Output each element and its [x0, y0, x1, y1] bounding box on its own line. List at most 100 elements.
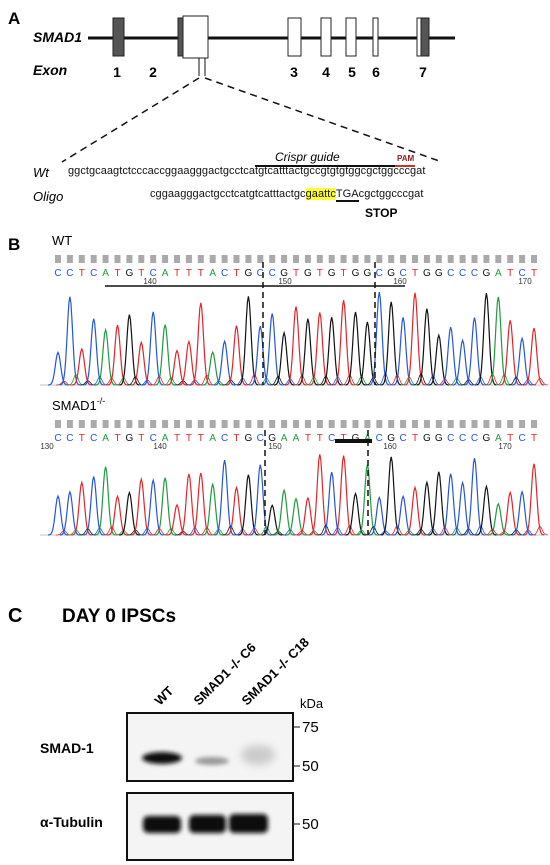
base-call: C — [399, 268, 406, 279]
quality-bar — [352, 255, 359, 263]
exon-number: 2 — [149, 64, 157, 80]
trace-noise — [103, 526, 120, 536]
base-call: T — [79, 433, 85, 444]
base-call: T — [174, 268, 180, 279]
trace-peak — [357, 321, 378, 386]
quality-bar — [483, 420, 490, 428]
trace-peak — [476, 293, 497, 386]
quality-bar — [412, 420, 418, 428]
trace-label: WT — [52, 233, 72, 248]
oligo-sequence: cggaagggactgcctcatgtcatttactgcgaattcTGAc… — [150, 188, 423, 202]
quality-bar — [316, 255, 323, 263]
trace-peak — [440, 473, 461, 536]
base-call: C — [150, 268, 157, 279]
trace-noise — [198, 374, 215, 386]
base-call: G — [423, 433, 431, 444]
trace-peak — [71, 347, 92, 386]
trace-peak — [428, 471, 449, 536]
exon-number: 1 — [113, 64, 121, 80]
quality-bar — [495, 420, 502, 428]
quality-bar — [209, 420, 216, 428]
quality-bar — [245, 255, 252, 263]
position-number: 160 — [383, 442, 397, 451]
trace-noise — [91, 376, 108, 386]
base-call: A — [495, 433, 502, 444]
trace-noise — [258, 526, 275, 536]
exon — [345, 17, 357, 57]
exon-number: 5 — [348, 64, 356, 80]
quality-bar — [352, 420, 359, 428]
band — [195, 757, 229, 765]
quality-bar — [281, 255, 288, 263]
trace-peak — [321, 471, 342, 536]
trace-peak — [47, 494, 69, 536]
base-call: C — [257, 433, 264, 444]
base-call: T — [174, 433, 180, 444]
quality-bar — [138, 420, 145, 428]
quality-bar — [412, 255, 418, 263]
trace-noise — [412, 373, 430, 386]
base-call: C — [90, 433, 97, 444]
position-number: 160 — [393, 277, 407, 286]
quality-bar — [66, 255, 73, 263]
trace-peak — [488, 502, 509, 536]
trace-peak — [274, 488, 295, 536]
quality-bar — [531, 255, 537, 263]
base-call: A — [209, 433, 216, 444]
base-call: C — [471, 268, 478, 279]
trace-peak — [488, 296, 509, 386]
quality-bar — [55, 255, 61, 263]
trace-peak — [273, 330, 295, 386]
base-call: G — [352, 268, 360, 279]
position-number: 150 — [268, 442, 282, 451]
exon — [420, 17, 430, 57]
base-call: T — [412, 268, 418, 279]
quality-bar — [328, 420, 335, 428]
trace-peak — [452, 480, 473, 536]
quality-bar — [221, 420, 228, 428]
quality-bar — [257, 420, 264, 428]
trace-peak — [202, 350, 223, 386]
base-call: A — [293, 433, 300, 444]
trace-peak — [512, 336, 533, 386]
base-call: G — [423, 268, 431, 279]
base-call: C — [447, 268, 454, 279]
trace-peak — [393, 317, 414, 386]
trace-peak — [166, 503, 188, 536]
quality-bar — [257, 255, 264, 263]
band — [142, 752, 182, 764]
base-call: T — [114, 433, 120, 444]
base-call: T — [233, 268, 239, 279]
quality-bar — [364, 255, 371, 263]
gene-name: SMAD1 — [33, 29, 82, 45]
trace-peak — [428, 333, 449, 386]
quality-bar — [519, 420, 526, 428]
base-call: A — [162, 433, 169, 444]
base-call: G — [245, 268, 253, 279]
quality-bar — [185, 420, 192, 428]
trace-noise — [163, 527, 180, 536]
trace-peak — [190, 472, 211, 536]
base-call: T — [198, 268, 204, 279]
exon — [372, 17, 379, 57]
base-call: A — [495, 268, 502, 279]
position-number: 140 — [143, 277, 157, 286]
trace-peak — [369, 495, 390, 536]
base-call: C — [221, 268, 228, 279]
marker-label: 50 — [302, 758, 319, 775]
exon-number: 6 — [372, 64, 380, 80]
quality-bar — [114, 255, 121, 263]
quality-bar — [114, 420, 121, 428]
trace-noise — [293, 375, 311, 386]
trace-noise — [127, 376, 144, 386]
quality-bar — [316, 420, 323, 428]
trace-peak — [226, 485, 247, 536]
exon — [416, 17, 422, 57]
position-number: 130 — [40, 442, 54, 451]
quality-bar — [245, 420, 252, 428]
trace-peak — [202, 482, 223, 536]
quality-bar — [328, 255, 335, 263]
exon-number: 7 — [419, 64, 427, 80]
stop-label: STOP — [365, 206, 397, 220]
quality-bar — [376, 255, 383, 263]
